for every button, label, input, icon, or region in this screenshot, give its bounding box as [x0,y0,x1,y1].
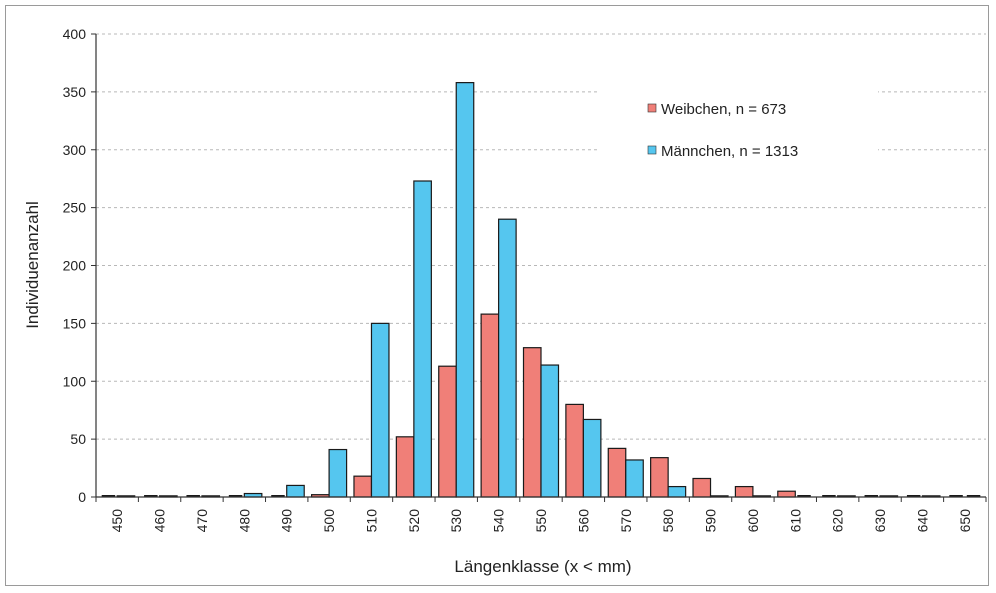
legend: Weibchen, n = 673 Männchen, n = 1313 [600,88,878,172]
x-tick-label-590: 590 [703,509,719,533]
x-tick-label-560: 560 [575,509,591,533]
bar-weibchen-560 [565,403,584,498]
y-tick-label-100: 100 [63,373,87,389]
y-tick-label-400: 400 [63,26,87,42]
bar-maennchen-500 [328,448,348,498]
bar-weibchen-610 [777,490,796,498]
bar-maennchen-520 [413,180,432,498]
x-tick-label-490: 490 [279,509,295,533]
legend-swatch-maennchen [647,145,657,155]
x-axis-title: Längenklasse (x < mm) [454,557,631,576]
x-tick-label-460: 460 [152,509,168,533]
bar-maennchen-530 [455,82,475,498]
x-tick-label-510: 510 [363,509,379,533]
bar-maennchen-540 [498,218,517,498]
y-tick-label-250: 250 [63,200,87,216]
legend-label-maennchen: Männchen, n = 1313 [661,143,798,160]
bar-weibchen-600 [734,485,754,498]
x-tick-label-620: 620 [830,509,846,533]
bar-weibchen-520 [395,436,415,498]
legend-box [600,88,878,172]
legend-swatch-weibchen [647,103,657,113]
x-tick-label-450: 450 [109,509,125,533]
bar-weibchen-540 [480,313,500,498]
legend-label-weibchen: Weibchen, n = 673 [661,101,786,118]
bar-maennchen-550 [540,364,560,498]
x-tick-label-520: 520 [406,509,422,533]
x-tick-label-500: 500 [321,509,337,533]
bar-weibchen-550 [522,347,542,498]
bar-weibchen-510 [353,475,373,498]
x-tick-label-630: 630 [872,509,888,533]
bar-weibchen-530 [438,365,457,498]
y-tick-label-150: 150 [63,315,87,331]
axes [91,33,987,502]
x-tick-label-470: 470 [194,509,210,533]
y-tick-labels: 0 50 100 150 200 250 300 350 400 [63,26,87,505]
x-tick-label-540: 540 [491,509,507,533]
bar-maennchen-580 [667,485,687,498]
x-tick-label-600: 600 [745,509,761,533]
x-tick-label-650: 650 [957,509,973,533]
y-tick-label-50: 50 [70,431,86,447]
y-tick-label-300: 300 [63,142,87,158]
x-tick-label-610: 610 [787,509,803,533]
x-tick-label-480: 480 [236,509,252,533]
bar-weibchen-570 [607,447,627,498]
x-tick-labels: 450 460 470 480 490 500 510 520 530 540 550 560 570 5… [109,509,973,533]
bar-maennchen-490 [286,484,305,498]
y-tick-label-350: 350 [63,84,87,100]
bar-weibchen-590 [692,477,712,498]
x-tick-label-530: 530 [448,509,464,533]
x-tick-label-640: 640 [914,509,930,533]
bar-maennchen-510 [370,322,390,498]
x-tick-label-580: 580 [660,509,676,533]
bar-maennchen-560 [582,418,602,498]
bar-maennchen-570 [625,459,644,498]
x-tick-label-570: 570 [618,509,634,533]
y-tick-label-200: 200 [63,258,87,274]
y-axis-title: Individuenanzahl [23,201,42,329]
x-tick-label-550: 550 [533,509,549,533]
y-tick-label-0: 0 [78,489,86,505]
bars [101,82,981,498]
bar-weibchen-580 [650,457,669,498]
